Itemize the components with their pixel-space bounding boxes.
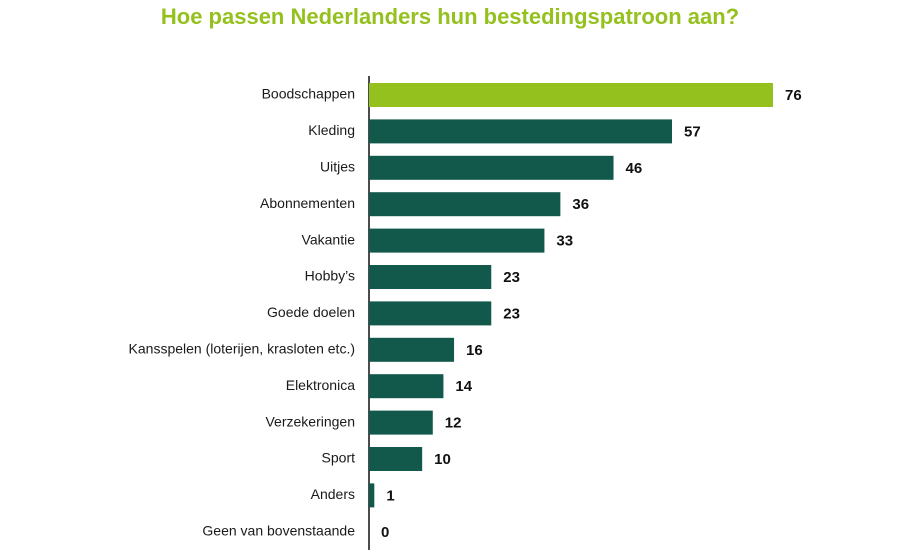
bar: [369, 265, 492, 289]
value-label: 46: [626, 160, 643, 177]
chart-title: Hoe passen Nederlanders hun bestedingspa…: [161, 4, 739, 29]
bar: [369, 228, 545, 253]
bar: [369, 410, 433, 435]
category-label: Sport: [322, 450, 356, 466]
category-label: Hobby’s: [305, 268, 355, 284]
category-label: Boodschappen: [262, 86, 355, 102]
value-label: 23: [503, 305, 520, 322]
bar: [369, 483, 375, 508]
bar: [369, 155, 614, 180]
category-label: Anders: [311, 486, 355, 502]
category-label: Uitjes: [320, 159, 355, 175]
value-label: 0: [381, 524, 389, 541]
category-label: Geen van bovenstaande: [202, 523, 355, 539]
value-label: 36: [572, 196, 589, 213]
category-label: Kleding: [308, 122, 355, 138]
value-label: 57: [684, 123, 701, 140]
value-label: 33: [556, 233, 573, 250]
value-label: 16: [466, 342, 483, 359]
category-label: Kansspelen (loterijen, krasloten etc.): [129, 341, 355, 357]
bar: [369, 83, 773, 107]
category-label: Elektronica: [286, 377, 355, 393]
value-label: 1: [386, 487, 394, 504]
value-label: 10: [434, 451, 451, 468]
value-label: 76: [785, 87, 802, 104]
bar: [369, 301, 492, 326]
bar: [369, 447, 423, 471]
bar: [369, 374, 444, 399]
bar: [369, 192, 561, 217]
value-label: 23: [503, 269, 520, 286]
bar: [369, 337, 455, 362]
category-label: Goede doelen: [267, 304, 355, 320]
value-label: 14: [455, 378, 472, 395]
bar: [369, 119, 672, 144]
value-label: 12: [445, 415, 462, 432]
category-label: Verzekeringen: [265, 413, 355, 429]
category-label: Abonnementen: [260, 195, 355, 211]
category-label: Vakantie: [302, 231, 356, 247]
